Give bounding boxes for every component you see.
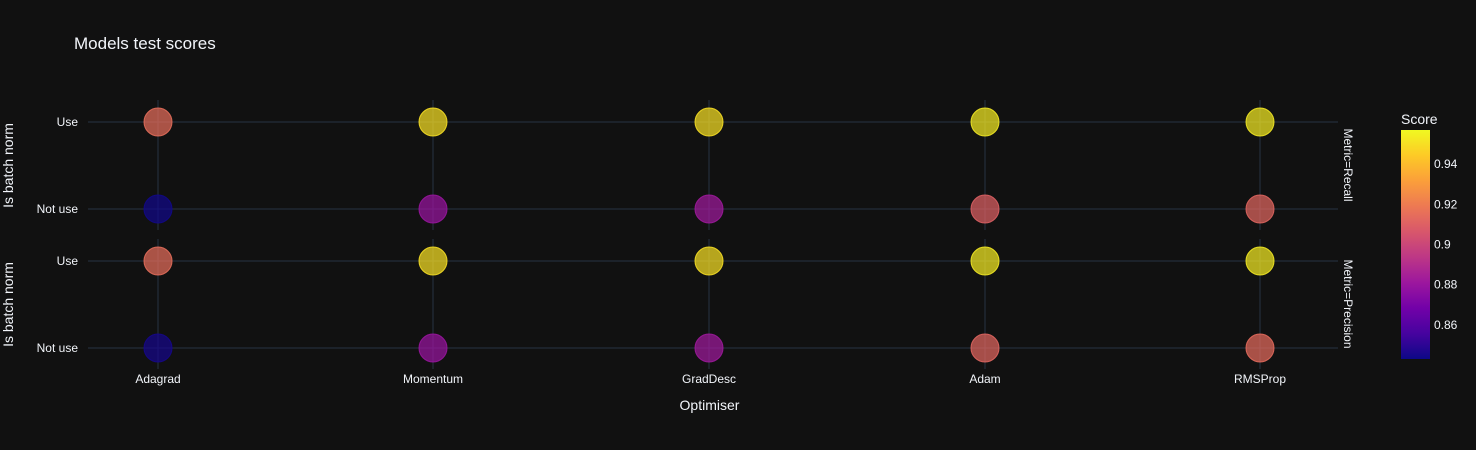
data-point [694, 194, 724, 224]
x-tick-label: Momentum [403, 372, 463, 386]
y-axis-title: Is batch norm [0, 262, 16, 347]
colorbar-tick-label: 0.9 [1434, 238, 1451, 252]
data-point [418, 246, 448, 276]
data-point [970, 194, 1000, 224]
data-point [970, 107, 1000, 137]
y-axis-title: Is batch norm [0, 123, 16, 208]
data-point [143, 107, 173, 137]
data-point [694, 246, 724, 276]
x-tick-label: GradDesc [682, 372, 736, 386]
x-axis-title: Optimiser [679, 397, 740, 413]
data-point [1245, 107, 1275, 137]
data-point [694, 333, 724, 363]
x-tick-label: Adam [969, 372, 1000, 386]
colorbar-tick-label: 0.88 [1434, 278, 1458, 292]
colorbar-title: Score [1401, 111, 1438, 127]
data-point [418, 194, 448, 224]
x-tick-label: RMSProp [1234, 372, 1286, 386]
y-tick-label: Use [57, 115, 79, 129]
y-tick-label: Not use [37, 341, 79, 355]
data-point [1245, 333, 1275, 363]
data-point [143, 194, 173, 224]
data-point [1245, 194, 1275, 224]
data-point [143, 333, 173, 363]
y-tick-label: Use [57, 254, 79, 268]
facet-label: Metric=Precision [1341, 259, 1355, 348]
data-point [694, 107, 724, 137]
data-point [970, 246, 1000, 276]
chart-title: Models test scores [74, 34, 216, 53]
facet-label: Metric=Recall [1341, 128, 1355, 201]
data-point [418, 333, 448, 363]
data-point [143, 246, 173, 276]
colorbar-tick-label: 0.86 [1434, 318, 1458, 332]
x-tick-label: Adagrad [135, 372, 180, 386]
data-point [418, 107, 448, 137]
colorbar [1401, 130, 1430, 359]
data-point [970, 333, 1000, 363]
y-tick-label: Not use [37, 202, 79, 216]
colorbar-tick-label: 0.94 [1434, 157, 1458, 171]
colorbar-tick-label: 0.92 [1434, 197, 1458, 211]
data-point [1245, 246, 1275, 276]
